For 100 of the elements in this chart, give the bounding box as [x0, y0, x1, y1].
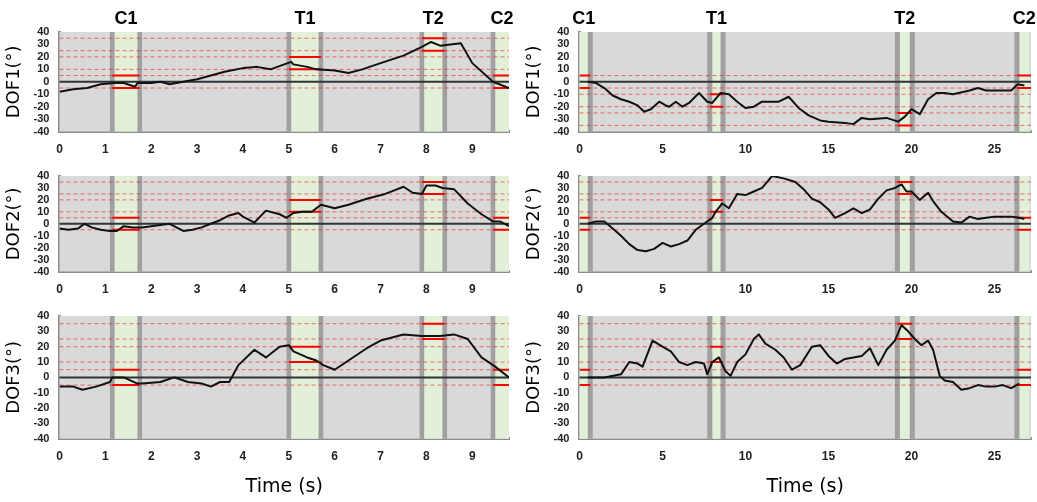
x-tick-label: 20	[904, 449, 919, 464]
y-tick-label: 30	[557, 324, 570, 337]
x-tick-label: 5	[659, 142, 667, 157]
y-tick-label: -20	[33, 401, 50, 414]
y-tick-label: -10	[553, 385, 570, 398]
y-tick-label: -40	[553, 264, 570, 277]
x-tick-label: 25	[987, 449, 1002, 464]
y-tick-label: 10	[557, 355, 570, 368]
y-tick-label: -10	[33, 385, 50, 398]
x-tick-label: 10	[738, 142, 753, 157]
x-tick-label: 3	[193, 449, 201, 464]
x-tick-label: 5	[285, 142, 293, 157]
x-tick-label: 9	[468, 449, 476, 464]
y-tick-label: 0	[43, 370, 50, 383]
y-tick-label: 20	[557, 339, 570, 352]
x-tick-label: 2	[147, 449, 155, 464]
x-tick-label: 20	[904, 282, 919, 297]
x-tick-label: 5	[285, 282, 293, 297]
y-tick-label: 20	[37, 49, 50, 62]
y-tick-label: 20	[37, 339, 50, 352]
x-tick-label: 5	[659, 282, 667, 297]
x-tick-label: 8	[423, 449, 431, 464]
y-tick-label: 10	[37, 204, 50, 217]
y-tick-label: -20	[553, 240, 570, 253]
y-tick-label: -40	[33, 431, 50, 444]
y-tick-label: 0	[563, 216, 570, 229]
band-label: T2	[422, 7, 444, 28]
y-axis-title: DOF3(°)	[522, 340, 544, 414]
y-tick-label: -40	[33, 124, 50, 137]
y-axis-title: DOF2(°)	[2, 187, 24, 261]
y-tick-label: -10	[553, 228, 570, 241]
x-tick-label: 0	[576, 282, 584, 297]
y-tick-label: -30	[553, 416, 570, 429]
y-tick-label: -30	[553, 112, 570, 125]
x-tick-label: 3	[193, 282, 201, 297]
x-tick-label: 0	[56, 282, 64, 297]
y-tick-label: -20	[33, 99, 50, 112]
band-label: C1	[572, 7, 596, 28]
y-tick-label: 40	[37, 25, 50, 38]
x-tick-label: 9	[468, 282, 476, 297]
band-label: C2	[1012, 7, 1036, 28]
y-tick-label: -20	[553, 99, 570, 112]
x-axis-title: Time (s)	[244, 473, 323, 496]
y-tick-label: -40	[33, 264, 50, 277]
x-tick-label: 10	[738, 449, 753, 464]
y-tick-label: -40	[553, 431, 570, 444]
x-tick-label: 0	[576, 449, 584, 464]
y-tick-label: -20	[33, 240, 50, 253]
x-axis-title: Time (s)	[765, 473, 844, 496]
y-tick-label: -10	[33, 87, 50, 100]
x-tick-label: 7	[377, 142, 385, 157]
y-tick-label: 20	[37, 192, 50, 205]
x-tick-label: 20	[904, 142, 919, 157]
y-tick-label: -40	[553, 124, 570, 137]
x-tick-label: 10	[738, 282, 753, 297]
y-tick-label: -20	[553, 401, 570, 414]
y-tick-label: -30	[33, 416, 50, 429]
y-tick-label: 30	[37, 324, 50, 337]
x-tick-label: 1	[102, 142, 110, 157]
y-tick-label: 40	[557, 25, 570, 38]
x-tick-label: 4	[239, 449, 247, 464]
band-label: C1	[114, 7, 138, 28]
y-axis-title: DOF2(°)	[522, 187, 544, 261]
y-tick-label: 0	[563, 74, 570, 87]
x-tick-label: 5	[659, 449, 667, 464]
x-tick-label: 25	[987, 142, 1002, 157]
y-tick-label: 0	[43, 216, 50, 229]
x-tick-label: 5	[285, 449, 293, 464]
y-tick-label: 10	[557, 62, 570, 75]
y-axis-title: DOF1(°)	[2, 45, 24, 119]
band-label: T1	[294, 7, 316, 28]
y-tick-label: -30	[33, 112, 50, 125]
y-tick-label: 40	[557, 169, 570, 182]
x-tick-label: 2	[147, 142, 155, 157]
x-tick-label: 25	[987, 282, 1002, 297]
x-tick-label: 1	[102, 449, 110, 464]
y-tick-label: 20	[557, 192, 570, 205]
x-tick-label: 15	[821, 142, 836, 157]
y-axis-title: DOF1(°)	[522, 45, 544, 119]
x-tick-label: 8	[423, 142, 431, 157]
x-tick-label: 6	[331, 282, 339, 297]
x-tick-label: 0	[56, 449, 64, 464]
y-tick-label: 20	[557, 49, 570, 62]
y-tick-label: 10	[37, 62, 50, 75]
x-tick-label: 3	[193, 142, 201, 157]
x-tick-label: 6	[331, 449, 339, 464]
x-tick-label: 4	[239, 282, 247, 297]
x-tick-label: 0	[56, 142, 64, 157]
x-tick-label: 7	[377, 449, 385, 464]
x-tick-label: 2	[147, 282, 155, 297]
y-tick-label: 0	[43, 74, 50, 87]
y-tick-label: 0	[563, 370, 570, 383]
x-tick-label: 6	[331, 142, 339, 157]
x-tick-label: 8	[423, 282, 431, 297]
y-tick-label: -30	[33, 252, 50, 265]
x-tick-label: 15	[821, 449, 836, 464]
band-label: T2	[894, 7, 916, 28]
x-tick-label: 7	[377, 282, 385, 297]
y-tick-label: 30	[37, 180, 50, 193]
y-tick-label: 40	[37, 169, 50, 182]
